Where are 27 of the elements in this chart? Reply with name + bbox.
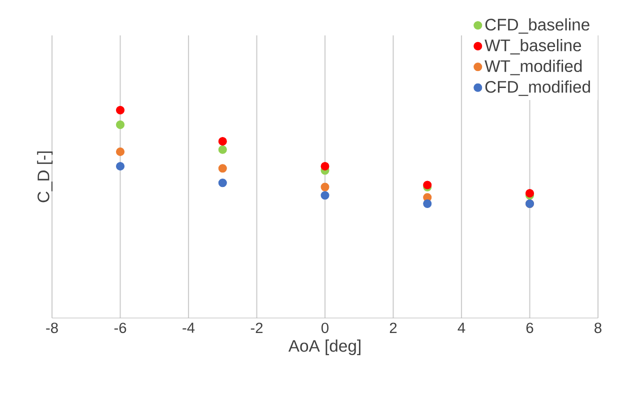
- point: [320, 191, 330, 200]
- legend-label: CFD_modified: [485, 80, 590, 96]
- x-tick-label: 6: [526, 322, 534, 334]
- point: [218, 137, 227, 146]
- point: [218, 178, 227, 188]
- x-tick-label: -8: [46, 322, 58, 334]
- x-tick-label: 8: [594, 322, 602, 334]
- x-axis-title: AoA [deg]: [288, 340, 360, 356]
- x-tick-label: 2: [390, 322, 397, 333]
- x-tick-label: -6: [114, 322, 126, 334]
- point: [423, 199, 432, 208]
- legend-label: WT_baseline: [484, 39, 582, 54]
- point: [218, 164, 227, 173]
- point: [116, 120, 125, 129]
- point: [320, 162, 330, 171]
- x-tick-label: 4: [458, 322, 466, 333]
- point: [116, 147, 125, 156]
- y-axis-title: C_D [-]: [37, 151, 53, 202]
- legend-label: WT_modified: [484, 60, 582, 76]
- legend-label: CFD_baseline: [485, 18, 590, 34]
- point: [218, 145, 227, 154]
- point: [116, 162, 125, 171]
- x-tick-label: 0: [321, 322, 328, 334]
- point: [320, 182, 330, 192]
- x-tick-label: -2: [250, 322, 263, 333]
- point: [116, 106, 125, 114]
- x-tick-label: -4: [182, 322, 195, 333]
